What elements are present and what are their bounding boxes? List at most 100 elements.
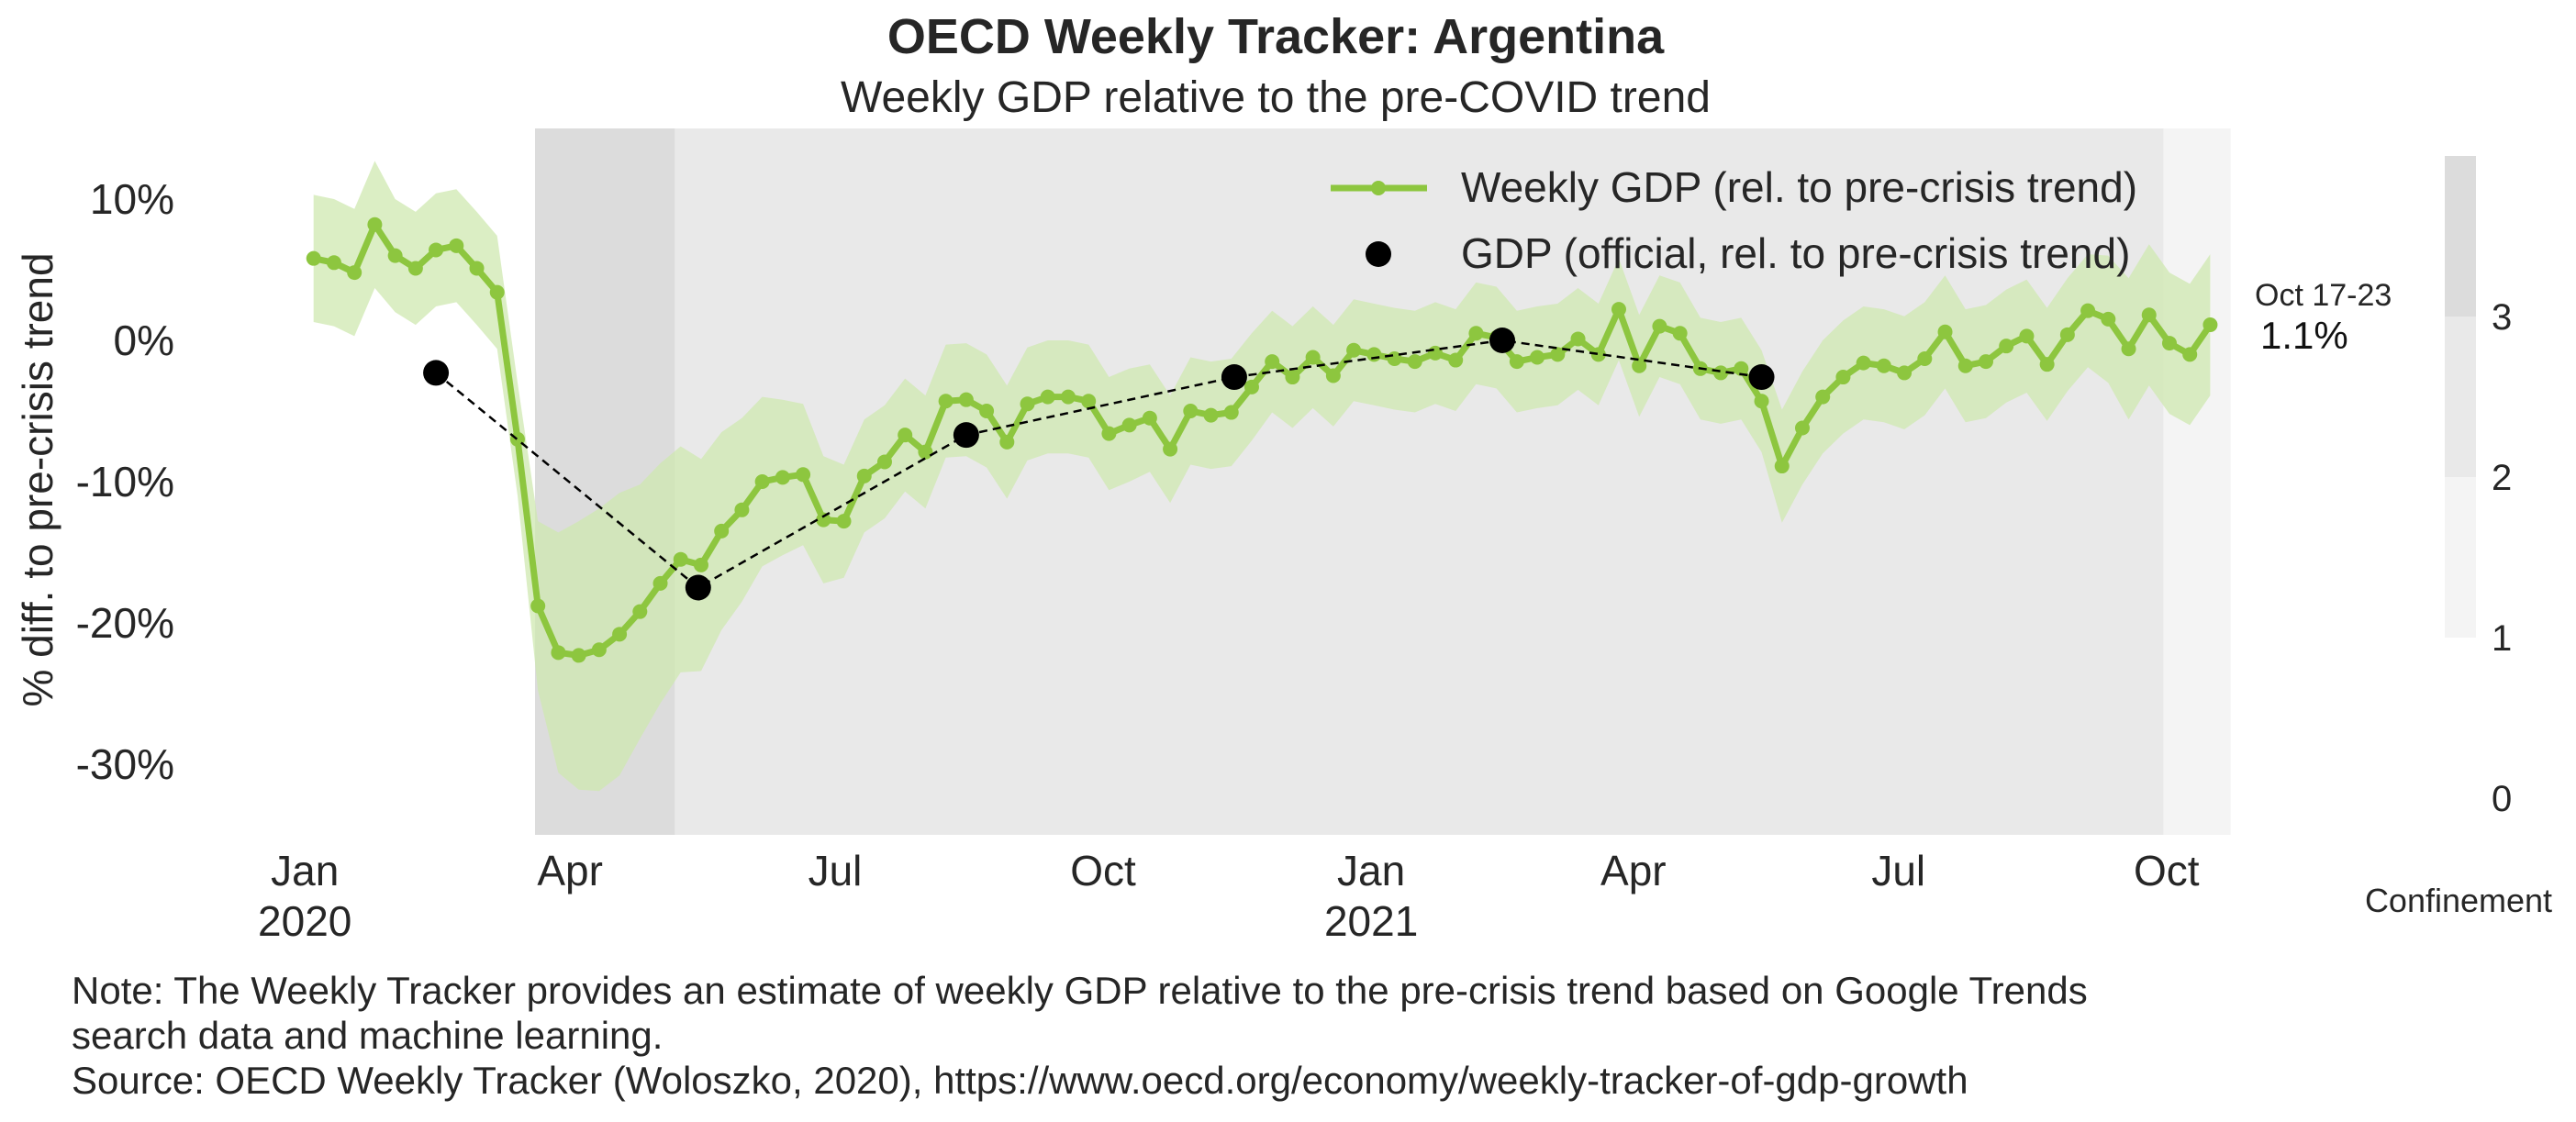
weekly-gdp-point bbox=[1223, 405, 1239, 420]
legend-official-label: GDP (official, rel. to pre-crisis trend) bbox=[1461, 229, 2130, 277]
source-line: Source: OECD Weekly Tracker (Woloszko, 2… bbox=[72, 1059, 1968, 1102]
weekly-gdp-point bbox=[449, 238, 464, 253]
weekly-gdp-point bbox=[2019, 328, 2035, 344]
weekly-gdp-point bbox=[796, 467, 811, 483]
weekly-gdp-point bbox=[938, 394, 953, 409]
weekly-gdp-point bbox=[836, 514, 852, 529]
weekly-gdp-point bbox=[551, 645, 566, 661]
weekly-gdp-point bbox=[898, 428, 913, 443]
weekly-gdp-point bbox=[2059, 327, 2075, 342]
weekly-gdp-point bbox=[714, 523, 730, 539]
weekly-gdp-point bbox=[2141, 307, 2157, 323]
colorbar-tick-label: 0 bbox=[2492, 779, 2512, 819]
weekly-gdp-point bbox=[918, 444, 933, 460]
y-axis-label-group: % diff. to pre-crisis trend bbox=[14, 252, 61, 706]
last-point-value-label: 1.1% bbox=[2260, 314, 2348, 357]
weekly-gdp-point bbox=[1346, 342, 1362, 358]
weekly-gdp-point bbox=[347, 265, 362, 281]
y-tick-label: -30% bbox=[76, 740, 174, 788]
colorbar-segment-1 bbox=[2445, 477, 2476, 638]
weekly-gdp-point bbox=[1243, 379, 1259, 394]
weekly-gdp-point bbox=[1163, 441, 1178, 457]
weekly-gdp-point bbox=[652, 575, 668, 591]
weekly-gdp-point bbox=[673, 551, 688, 567]
weekly-gdp-point bbox=[1509, 354, 1524, 370]
weekly-gdp-point bbox=[1448, 352, 1464, 368]
x-tick-label: Apr bbox=[537, 847, 603, 894]
confinement-colorbar: 0 1 2 3 bbox=[2445, 156, 2512, 819]
weekly-gdp-point bbox=[1550, 347, 1566, 362]
weekly-gdp-point bbox=[1468, 326, 1484, 341]
y-tick-label: 10% bbox=[90, 175, 174, 223]
weekly-gdp-point bbox=[1652, 318, 1667, 334]
y-tick-label: -20% bbox=[76, 599, 174, 647]
weekly-gdp-point bbox=[1530, 350, 1545, 365]
official-gdp-point bbox=[1748, 364, 1775, 391]
weekly-gdp-point bbox=[2161, 336, 2177, 351]
x-tick-label: Apr bbox=[1600, 847, 1667, 894]
official-gdp-line bbox=[435, 339, 1762, 590]
weekly-gdp-point bbox=[816, 512, 831, 528]
weekly-gdp-point bbox=[775, 470, 790, 485]
weekly-gdp-point bbox=[1632, 358, 1647, 373]
weekly-gdp-point bbox=[1774, 459, 1790, 474]
y-axis-label: % diff. to pre-crisis trend bbox=[14, 252, 61, 706]
weekly-gdp-point bbox=[1101, 426, 1117, 441]
chart-subtitle: Weekly GDP relative to the pre-COVID tre… bbox=[841, 73, 1711, 122]
weekly-gdp-point bbox=[367, 217, 383, 232]
weekly-gdp-point bbox=[693, 557, 708, 572]
weekly-gdp-point bbox=[2039, 357, 2055, 372]
weekly-gdp-point bbox=[1183, 404, 1199, 418]
weekly-gdp-point bbox=[1794, 420, 1810, 436]
x-tick-label: Oct bbox=[1070, 847, 1136, 894]
weekly-gdp-point bbox=[958, 392, 974, 407]
official-gdp-point bbox=[1489, 328, 1515, 353]
weekly-gdp-point bbox=[429, 242, 444, 258]
weekly-gdp-point bbox=[1081, 394, 1097, 409]
colorbar-tick-label: 1 bbox=[2492, 618, 2512, 659]
chart-note: Note: The Weekly Tracker provides an est… bbox=[72, 968, 2366, 1103]
weekly-gdp-point bbox=[1020, 396, 1035, 412]
legend-official-swatch bbox=[1366, 241, 1391, 267]
official-gdp-point bbox=[685, 574, 711, 601]
weekly-gdp-point bbox=[1917, 351, 1933, 367]
weekly-gdp-point bbox=[1835, 370, 1851, 385]
weekly-gdp-point bbox=[999, 434, 1015, 450]
chart-legend: Weekly GDP (rel. to pre-crisis trend) GDP… bbox=[1331, 163, 2137, 277]
x-tick-label: Jul bbox=[1871, 847, 1925, 894]
official-gdp-point bbox=[953, 422, 979, 449]
weekly-gdp-point bbox=[2202, 317, 2218, 333]
colorbar-segment-3 bbox=[2445, 156, 2476, 317]
weekly-gdp-point bbox=[1590, 347, 1606, 362]
weekly-gdp-point bbox=[1713, 365, 1729, 381]
weekly-gdp-point bbox=[1611, 302, 1626, 317]
colorbar-segment-2 bbox=[2445, 317, 2476, 477]
colorbar-tick-label: 2 bbox=[2492, 458, 2512, 498]
weekly-gdp-point bbox=[469, 261, 485, 276]
weekly-gdp-point bbox=[306, 250, 321, 266]
weekly-gdp-point bbox=[1999, 339, 2014, 354]
weekly-gdp-point bbox=[387, 248, 403, 263]
weekly-gdp-point bbox=[326, 255, 341, 271]
weekly-gdp-point bbox=[530, 598, 546, 614]
y-tick-label: -10% bbox=[76, 458, 174, 505]
chart-title: OECD Weekly Tracker: Argentina bbox=[887, 9, 1665, 64]
weekly-gdp-point bbox=[1876, 358, 1891, 373]
colorbar-tick-label: 3 bbox=[2492, 297, 2512, 338]
note-line-2: search data and machine learning. bbox=[72, 1014, 664, 1057]
plot-area bbox=[306, 128, 2231, 835]
y-tick-label: 0% bbox=[114, 317, 174, 364]
official-gdp-point bbox=[423, 360, 450, 386]
x-tick-label: Oct bbox=[2134, 847, 2200, 894]
weekly-gdp-point bbox=[1407, 354, 1422, 370]
last-point-date-label: Oct 17-23 bbox=[2255, 278, 2392, 313]
weekly-gdp-point bbox=[856, 468, 872, 483]
legend-weekly-swatch-marker bbox=[1371, 181, 1386, 195]
weekly-gdp-point bbox=[1856, 355, 1871, 371]
weekly-gdp-uncertainty-band bbox=[313, 161, 2211, 792]
weekly-gdp-point bbox=[612, 627, 628, 642]
y-axis-ticks: 10% 0% -10% -20% -30% bbox=[76, 175, 174, 788]
official-gdp-point bbox=[1221, 364, 1247, 391]
weekly-gdp-point bbox=[1570, 331, 1586, 347]
